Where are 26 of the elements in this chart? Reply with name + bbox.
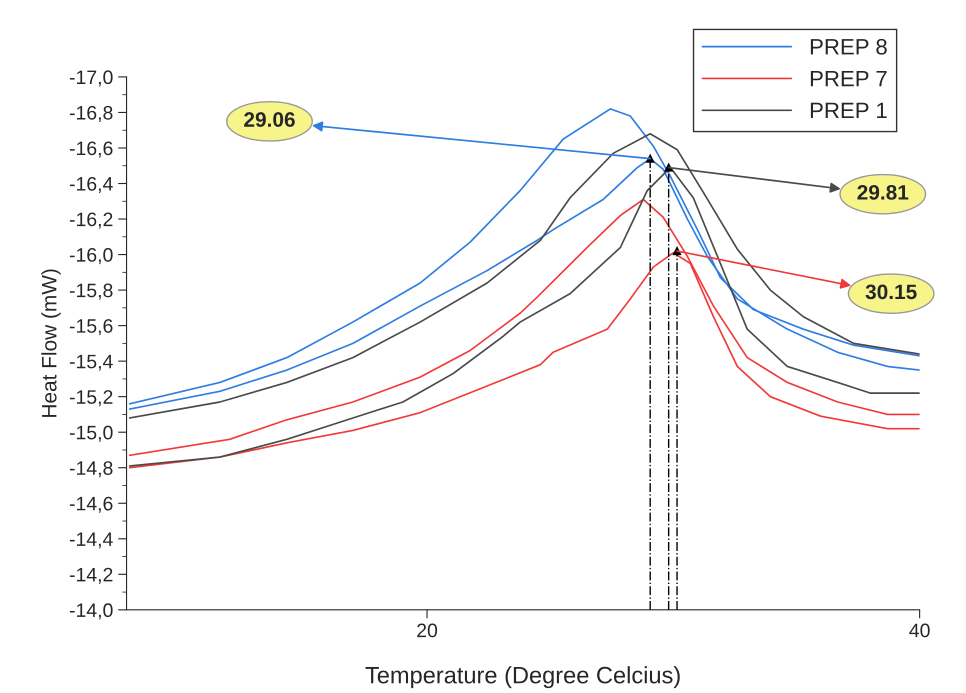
legend-label: PREP 1: [810, 102, 887, 118]
y-tick-label: -14,6: [70, 496, 112, 513]
x-tick-label: 40: [909, 624, 930, 638]
annotation: 29.06: [244, 112, 295, 127]
y-tick-label: -16,0: [70, 248, 113, 264]
y-tick-label: -15,2: [70, 390, 112, 406]
x-tick-label: 20: [417, 624, 438, 638]
y-tick-label: -17,0: [70, 70, 113, 86]
legend-label: PREP 8: [810, 38, 887, 55]
legend-label: PREP 7: [810, 70, 887, 86]
y-tick-label: -15,4: [70, 354, 113, 371]
y-tick-label: -15,0: [70, 426, 113, 442]
y-tick-label: -16,6: [70, 141, 112, 158]
y-tick-label: -15,8: [70, 284, 113, 300]
x-axis-title: Temperature (Degree Celcius): [366, 666, 680, 688]
y-tick-label: -16,4: [70, 176, 113, 194]
y-tick-label: -15,6: [70, 319, 112, 336]
y-tick-label: -16,2: [70, 212, 112, 229]
y-axis-title: Heat Flow (mW): [41, 269, 61, 417]
y-tick-label: -14,4: [70, 532, 113, 548]
y-tick-label: -14,2: [70, 568, 112, 584]
y-tick-label: -14,0: [70, 603, 113, 620]
annotation: 30.15: [866, 284, 917, 300]
annotation: 29.81: [857, 185, 908, 200]
y-tick-label: -16,8: [70, 106, 113, 122]
y-tick-label: -14,8: [70, 461, 113, 478]
